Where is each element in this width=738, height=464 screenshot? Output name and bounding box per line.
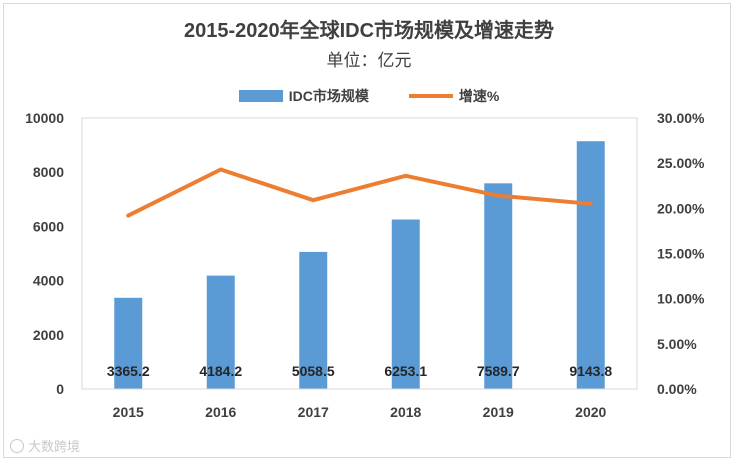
bar-data-label: 7589.7 <box>477 363 520 379</box>
watermark-text: 大数跨境 <box>28 439 81 454</box>
legend-swatch-bar <box>238 90 283 102</box>
y-left-tick-label: 4000 <box>33 273 64 289</box>
y-left-tick-label: 10000 <box>25 110 64 126</box>
chart-subtitle: 单位：亿元 <box>326 51 412 70</box>
y-left-tick-label: 2000 <box>33 327 64 343</box>
y-right-tick-label: 0.00% <box>657 381 697 397</box>
y-right-tick-label: 10.00% <box>657 291 705 307</box>
y-right-tick-label: 5.00% <box>657 336 697 352</box>
bar <box>299 251 328 389</box>
x-tick-label: 2017 <box>298 404 329 420</box>
legend-label-line: 增速% <box>458 88 500 104</box>
y-left-tick-label: 6000 <box>33 218 64 234</box>
bar <box>576 141 605 389</box>
y-right-tick-label: 20.00% <box>657 200 705 216</box>
bar-data-label: 9143.8 <box>569 363 612 379</box>
bar <box>206 275 235 389</box>
x-tick-label: 2018 <box>390 404 421 420</box>
bar <box>484 183 513 389</box>
legend-label-bar: IDC市场规模 <box>288 88 369 104</box>
x-tick-label: 2015 <box>113 404 144 420</box>
legend-swatch-line <box>408 94 453 98</box>
bar <box>114 297 143 389</box>
y-left-tick-label: 0 <box>56 381 64 397</box>
legend-item-bar: IDC市场规模 <box>238 86 369 106</box>
bar-data-label: 6253.1 <box>384 363 427 379</box>
y-left-tick-label: 8000 <box>33 164 64 180</box>
bar <box>391 219 420 389</box>
x-tick-label: 2016 <box>205 404 236 420</box>
bar-data-label: 3365.2 <box>107 363 150 379</box>
x-tick-label: 2020 <box>575 404 606 420</box>
bar-data-label: 4184.2 <box>199 363 242 379</box>
chart-legend: IDC市场规模 增速% <box>0 86 738 106</box>
y-right-tick-label: 15.00% <box>657 246 705 262</box>
y-right-tick-label: 30.00% <box>657 110 705 126</box>
bar-data-label: 5058.5 <box>292 363 335 379</box>
watermark-logo-icon <box>10 438 24 453</box>
legend-item-line: 增速% <box>408 86 500 106</box>
plot-area <box>81 117 638 390</box>
y-right-tick-label: 25.00% <box>657 155 705 171</box>
growth-line <box>126 167 593 218</box>
watermark: 大数跨境 <box>10 436 80 455</box>
chart-title: 2015-2020年全球IDC市场规模及增速走势 <box>183 20 555 42</box>
x-tick-label: 2019 <box>483 404 514 420</box>
